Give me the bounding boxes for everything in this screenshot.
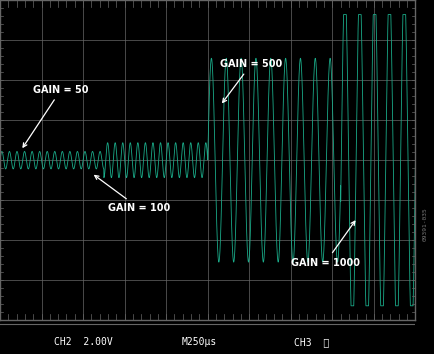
Text: GAIN = 50: GAIN = 50 [23, 85, 89, 147]
Text: M250μs: M250μs [181, 337, 217, 347]
Text: GAIN = 100: GAIN = 100 [95, 176, 170, 213]
Text: 09391-035: 09391-035 [422, 207, 427, 241]
Text: GAIN = 500: GAIN = 500 [220, 59, 282, 102]
Text: GAIN = 1000: GAIN = 1000 [290, 221, 359, 268]
Text: CH2  2.00V: CH2 2.00V [53, 337, 112, 347]
Text: CH3  ⎯: CH3 ⎯ [293, 337, 329, 347]
